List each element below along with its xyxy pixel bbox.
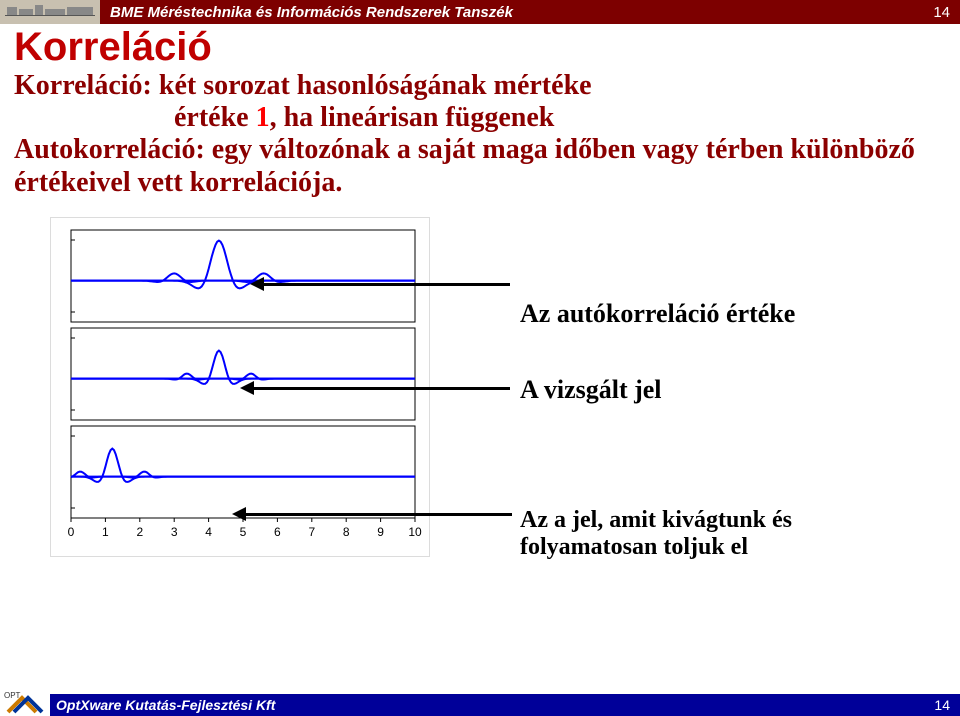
svg-text:7: 7 xyxy=(308,525,315,539)
line-1: Korreláció: két sorozat hasonlóságának m… xyxy=(14,70,950,102)
arrow-to-autocorrelation xyxy=(260,283,510,286)
svg-text:10: 10 xyxy=(408,525,422,539)
svg-text:2: 2 xyxy=(136,525,143,539)
line2-rest: , ha lineárisan függenek xyxy=(270,102,555,133)
header-title: BME Méréstechnika és Információs Rendsze… xyxy=(110,4,960,21)
annotation-shifted-l2: folyamatosan toljuk el xyxy=(520,534,748,560)
svg-text:1: 1 xyxy=(102,525,109,539)
header-page-number: 14 xyxy=(933,4,950,21)
line2-value: 1 xyxy=(256,102,270,133)
arrow-to-shifted-signal xyxy=(242,513,512,516)
svg-text:9: 9 xyxy=(377,525,384,539)
header-bar: BME Méréstechnika és Információs Rendsze… xyxy=(0,0,960,24)
line-2: értéke 1, ha lineárisan függenek xyxy=(174,102,950,134)
svg-text:6: 6 xyxy=(274,525,281,539)
page-title: Korreláció xyxy=(14,26,950,68)
svg-text:5: 5 xyxy=(240,525,247,539)
svg-text:3: 3 xyxy=(171,525,178,539)
annotation-signal: A vizsgált jel xyxy=(520,375,662,405)
slide-content: Korreláció Korreláció: két sorozat hason… xyxy=(0,24,960,617)
definition-block: Korreláció: két sorozat hasonlóságának m… xyxy=(14,70,950,199)
annotation-shifted-l1: Az a jel, amit kivágtunk és xyxy=(520,507,792,533)
diagram-area: 0 1 2 3 4 5 6 7 8 9 10 Az autókorreláció értéke A … xyxy=(50,217,930,617)
svg-text:8: 8 xyxy=(343,525,350,539)
footer-page-number: 14 xyxy=(934,697,950,713)
footer-bar: OptXware Kutatás-Fejlesztési Kft 14 xyxy=(0,694,960,716)
annotation-shifted: Az a jel, amit kivágtunk és folyamatosan… xyxy=(520,507,792,562)
line-3: Autokorreláció: egy változónak a saját m… xyxy=(14,134,950,198)
arrow-to-signal xyxy=(250,387,510,390)
line3-prefix: Autokorreláció: xyxy=(14,134,205,165)
svg-text:0: 0 xyxy=(68,525,75,539)
line1-prefix: Korreláció: xyxy=(14,70,152,101)
line2-prefix: értéke xyxy=(174,102,256,133)
header-logo xyxy=(0,0,100,24)
line1-rest: két sorozat hasonlóságának mértéke xyxy=(152,70,592,101)
svg-text:4: 4 xyxy=(205,525,212,539)
svg-text:OPT: OPT xyxy=(4,691,21,700)
footer-logo: OPT xyxy=(0,686,50,716)
annotation-autocorrelation: Az autókorreláció értéke xyxy=(520,299,795,329)
footer-text: OptXware Kutatás-Fejlesztési Kft xyxy=(56,697,275,713)
